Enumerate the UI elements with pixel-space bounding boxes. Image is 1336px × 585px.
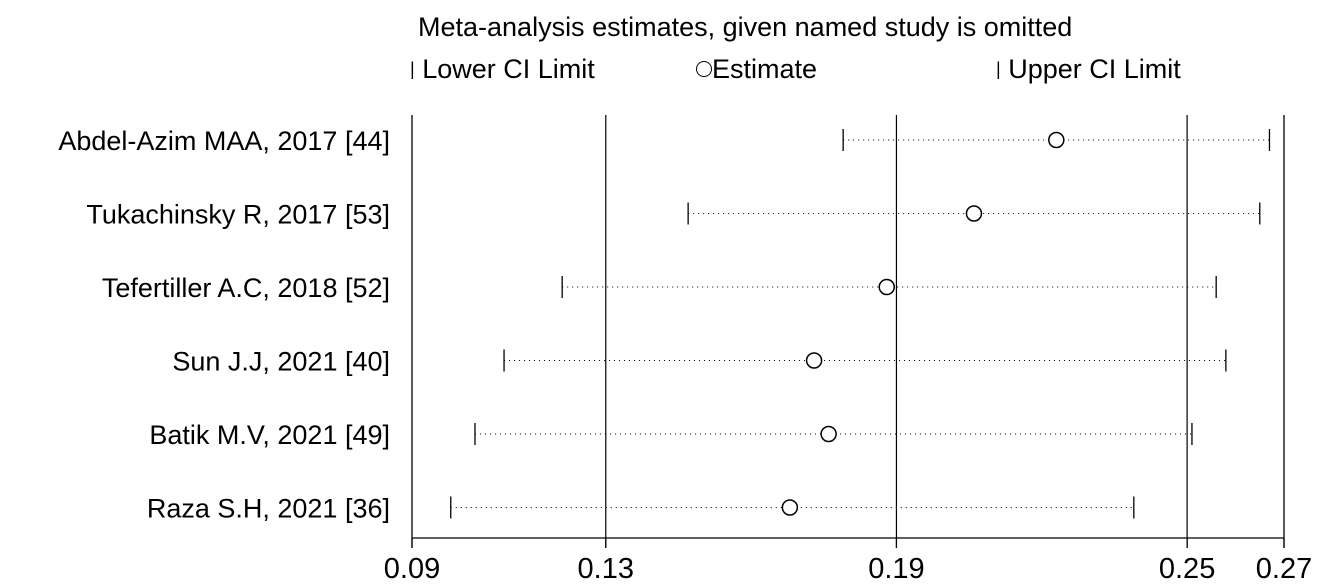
estimate-marker <box>696 61 712 77</box>
x-tick-label: 0.09 <box>384 553 440 585</box>
study-label: Raza S.H, 2021 [36] <box>147 494 390 524</box>
upper-limit-marker: | <box>996 59 1001 79</box>
study-label: Tukachinsky R, 2017 [53] <box>86 200 390 230</box>
legend-upper: | Upper CI Limit <box>996 54 1181 85</box>
legend-lower-label: Lower CI Limit <box>422 54 595 84</box>
estimate-point <box>805 352 823 369</box>
legend-estimate-label: Estimate <box>712 54 818 84</box>
x-tick-label: 0.25 <box>1159 553 1215 585</box>
estimate-point <box>781 499 799 516</box>
study-label: Tefertiller A.C, 2018 [52] <box>102 273 390 303</box>
chart-title: Meta-analysis estimates, given named stu… <box>418 12 1073 42</box>
legend-lower: | Lower CI Limit <box>410 54 595 85</box>
study-label: Abdel-Azim MAA, 2017 [44] <box>58 126 390 156</box>
estimate-point <box>820 425 837 443</box>
x-tick-label: 0.19 <box>868 553 924 585</box>
x-tick-label: 0.13 <box>578 553 634 585</box>
legend-upper-label: Upper CI Limit <box>1008 54 1181 84</box>
study-label: Batik M.V, 2021 [49] <box>149 420 390 450</box>
study-label: Sun J.J, 2021 [40] <box>172 347 390 377</box>
estimate-point <box>1048 131 1065 149</box>
legend-estimate: Estimate <box>696 54 817 85</box>
estimate-point <box>965 205 983 222</box>
estimate-point <box>878 278 896 296</box>
lower-limit-marker: | <box>410 59 415 79</box>
x-tick-label: 0.27 <box>1256 553 1312 585</box>
